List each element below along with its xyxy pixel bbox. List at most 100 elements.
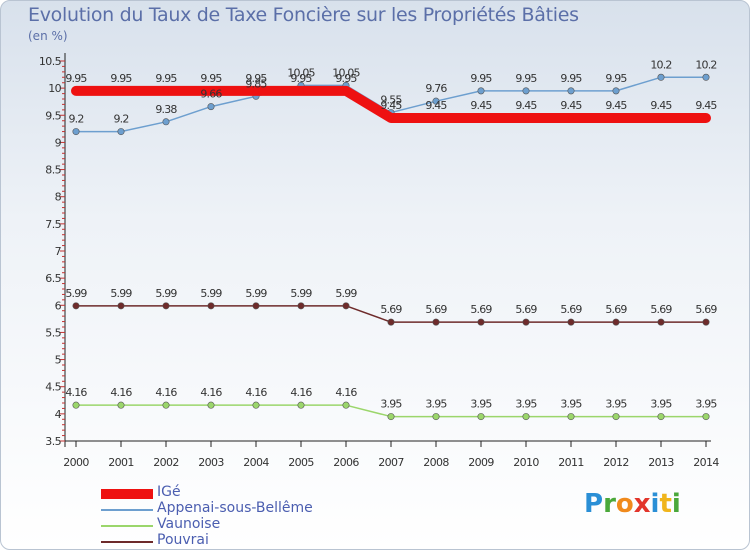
data-point-ige bbox=[118, 87, 124, 94]
data-point-ige bbox=[658, 115, 664, 121]
data-label-ige: 9.45 bbox=[560, 99, 582, 112]
data-label-pouvrai: 5.99 bbox=[155, 287, 177, 300]
data-label-vaunoise: 4.16 bbox=[245, 386, 267, 399]
data-point-ige bbox=[703, 115, 709, 121]
data-point-vaunoise bbox=[207, 401, 215, 409]
x-tick-label: 2009 bbox=[468, 456, 494, 469]
data-point-vaunoise bbox=[702, 413, 710, 421]
data-label-pouvrai: 5.69 bbox=[380, 303, 402, 316]
x-tick-label: 2014 bbox=[693, 456, 719, 469]
y-tick-label: 6.5 bbox=[45, 272, 61, 285]
x-tick-label: 2013 bbox=[648, 456, 674, 469]
data-point-ige bbox=[298, 87, 304, 94]
data-label-pouvrai: 5.99 bbox=[200, 287, 222, 300]
y-tick-label: 3.5 bbox=[45, 435, 61, 448]
data-point-pouvrai bbox=[117, 302, 125, 310]
x-tick-label: 2005 bbox=[288, 456, 314, 469]
data-label-pouvrai: 5.99 bbox=[65, 287, 87, 300]
line-chart: 2000 2001 2002 2003 2004 2005 2006 2007 2008 2009… bbox=[39, 53, 720, 469]
data-point-appenai-sous-belleme bbox=[567, 87, 575, 95]
data-label-appenai-sous-belleme: 9.66 bbox=[200, 88, 222, 101]
data-label-ige: 9.45 bbox=[695, 99, 717, 112]
data-point-appenai-sous-belleme bbox=[702, 73, 710, 81]
data-label-appenai-sous-belleme: 9.85 bbox=[245, 77, 267, 90]
data-point-pouvrai bbox=[522, 318, 530, 326]
data-label-pouvrai: 5.69 bbox=[695, 303, 717, 316]
data-point-pouvrai bbox=[72, 302, 80, 310]
y-tick-label: 6 bbox=[55, 299, 62, 312]
data-point-appenai-sous-belleme bbox=[477, 87, 485, 95]
data-point-vaunoise bbox=[477, 413, 485, 421]
data-point-vaunoise bbox=[162, 401, 170, 409]
legend-label-vaunoise: Vaunoise bbox=[157, 516, 221, 532]
data-label-vaunoise: 3.95 bbox=[470, 398, 492, 411]
data-point-appenai-sous-belleme bbox=[162, 118, 170, 126]
data-point-ige bbox=[568, 115, 574, 121]
logo-letter: x bbox=[633, 489, 651, 519]
data-point-pouvrai bbox=[162, 302, 170, 310]
data-point-vaunoise bbox=[297, 401, 305, 409]
x-tick-label: 2007 bbox=[378, 456, 404, 469]
logo-letter: t bbox=[659, 489, 672, 519]
data-label-vaunoise: 4.16 bbox=[200, 386, 222, 399]
data-label-vaunoise: 3.95 bbox=[605, 398, 627, 411]
data-label-ige: 9.95 bbox=[200, 72, 222, 85]
data-label-ige: 9.45 bbox=[515, 99, 537, 112]
data-label-pouvrai: 5.69 bbox=[470, 303, 492, 316]
data-label-vaunoise: 4.16 bbox=[335, 386, 357, 399]
data-point-appenai-sous-belleme bbox=[612, 87, 620, 95]
data-point-vaunoise bbox=[522, 413, 530, 421]
data-point-ige bbox=[343, 87, 349, 94]
data-label-ige: 9.95 bbox=[335, 72, 357, 85]
logo-letter: r bbox=[603, 489, 616, 519]
data-point-pouvrai bbox=[432, 318, 440, 326]
data-label-appenai-sous-belleme: 9.2 bbox=[68, 113, 83, 126]
data-label-ige: 9.45 bbox=[605, 99, 627, 112]
y-tick-label: 10.5 bbox=[39, 55, 62, 68]
data-label-appenai-sous-belleme: 9.38 bbox=[155, 103, 177, 116]
data-label-appenai-sous-belleme: 9.2 bbox=[113, 113, 128, 126]
legend-swatch-vaunoise bbox=[101, 525, 153, 527]
data-label-appenai-sous-belleme: 9.95 bbox=[470, 72, 492, 85]
data-label-ige: 9.45 bbox=[650, 99, 672, 112]
legend-swatch-ige bbox=[101, 489, 153, 499]
data-label-appenai-sous-belleme: 10.05 bbox=[332, 66, 360, 79]
data-label-appenai-sous-belleme: 10.2 bbox=[650, 58, 671, 71]
data-label-pouvrai: 5.69 bbox=[425, 303, 447, 316]
data-label-vaunoise: 4.16 bbox=[65, 386, 87, 399]
data-label-appenai-sous-belleme: 9.76 bbox=[425, 82, 447, 95]
chart-title: Evolution du Taux de Taxe Foncière sur l… bbox=[28, 4, 579, 26]
x-tick-label: 2008 bbox=[423, 456, 449, 469]
x-tick-label: 2004 bbox=[243, 456, 269, 469]
data-label-appenai-sous-belleme: 10.2 bbox=[695, 58, 716, 71]
data-label-ige: 9.45 bbox=[425, 99, 447, 112]
y-tick-label: 9 bbox=[55, 136, 62, 149]
data-label-pouvrai: 5.69 bbox=[605, 303, 627, 316]
logo-letter: i bbox=[671, 489, 681, 519]
data-point-vaunoise bbox=[342, 401, 350, 409]
data-point-ige bbox=[523, 115, 529, 121]
data-label-vaunoise: 4.16 bbox=[290, 386, 312, 399]
data-label-appenai-sous-belleme: 9.95 bbox=[560, 72, 582, 85]
data-point-vaunoise bbox=[432, 413, 440, 421]
data-point-pouvrai bbox=[342, 302, 350, 310]
y-tick-label: 7 bbox=[55, 245, 62, 258]
data-point-vaunoise bbox=[252, 401, 260, 409]
data-label-ige: 9.95 bbox=[245, 72, 267, 85]
data-label-pouvrai: 5.99 bbox=[290, 287, 312, 300]
data-label-vaunoise: 3.95 bbox=[380, 398, 402, 411]
data-label-vaunoise: 3.95 bbox=[515, 398, 537, 411]
data-label-appenai-sous-belleme: 10.05 bbox=[287, 66, 315, 79]
proxiti-logo: Proxiti bbox=[584, 489, 681, 519]
y-tick-label: 5.5 bbox=[45, 326, 61, 339]
data-label-appenai-sous-belleme: 9.55 bbox=[380, 94, 402, 107]
x-tick-label: 2003 bbox=[198, 456, 224, 469]
data-point-appenai-sous-belleme bbox=[207, 103, 215, 111]
y-tick-label: 4.5 bbox=[45, 381, 61, 394]
data-point-pouvrai bbox=[252, 302, 260, 310]
data-point-ige bbox=[253, 87, 259, 94]
x-tick-label: 2002 bbox=[153, 456, 179, 469]
data-point-ige bbox=[388, 115, 394, 121]
data-label-ige: 9.95 bbox=[110, 72, 132, 85]
data-point-ige bbox=[478, 115, 484, 121]
